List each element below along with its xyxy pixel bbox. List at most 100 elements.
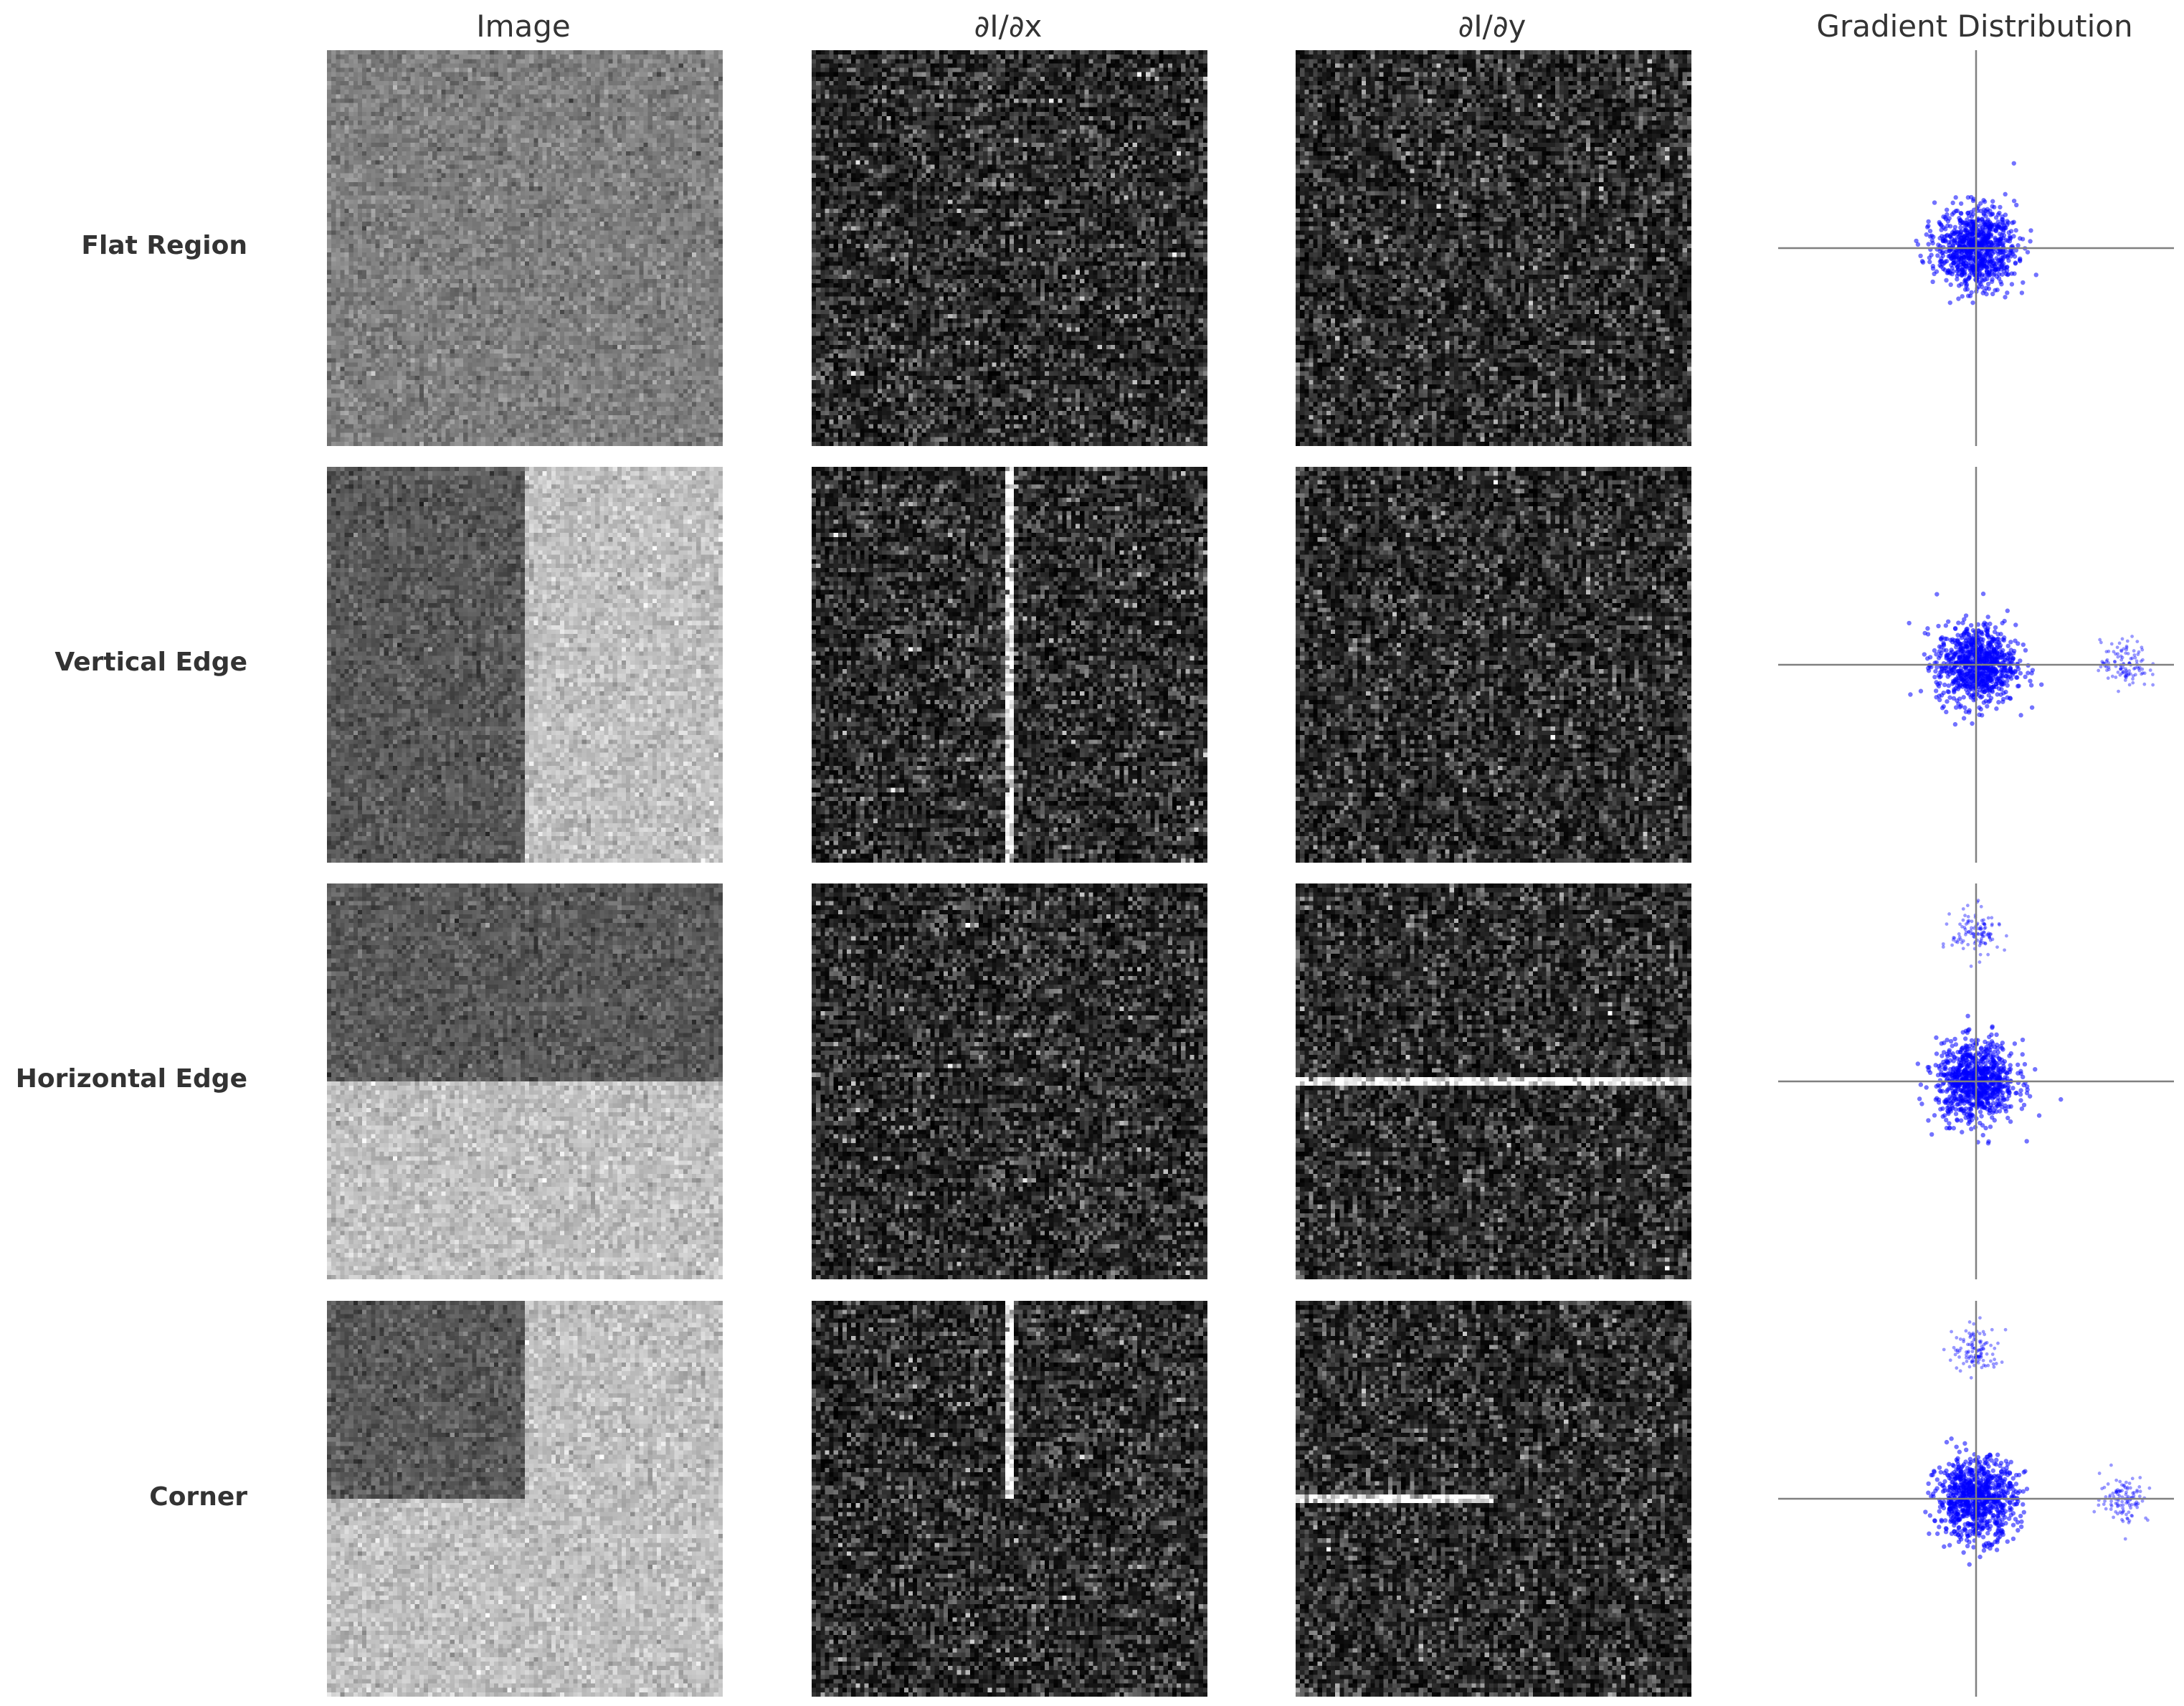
scatter-point <box>1978 940 1983 944</box>
scatter-point <box>1979 1114 1984 1119</box>
scatter-point <box>2016 1062 2021 1067</box>
scatter-point <box>1934 1051 1940 1056</box>
scatter-point <box>1966 919 1970 924</box>
scatter-point <box>2135 1488 2139 1492</box>
scatter-point <box>1967 1331 1971 1335</box>
scatter-point <box>1977 1354 1981 1358</box>
scatter-point <box>2000 1532 2005 1537</box>
scatter-point <box>1934 592 1940 597</box>
scatter-point <box>2016 683 2021 689</box>
dx-panel-flat-region <box>812 50 1207 446</box>
scatter-point <box>1925 656 1930 661</box>
scatter-point <box>1955 1074 1960 1079</box>
scatter-point <box>2119 1503 2122 1507</box>
scatter-point <box>1952 936 1957 940</box>
scatter-point <box>1981 921 1985 926</box>
scatter-point <box>1991 1065 1996 1070</box>
scatter-point <box>2019 1106 2025 1112</box>
row-label-corner: Corner <box>149 1482 247 1512</box>
scatter-point <box>1967 1356 1971 1360</box>
scatter-point <box>2017 257 2023 262</box>
scatter-point <box>1995 267 2000 273</box>
scatter-point <box>2123 1537 2127 1541</box>
scatter-point <box>1967 930 1971 934</box>
scatter-point <box>2010 1536 2016 1542</box>
scatter-point <box>1989 1061 1994 1066</box>
scatter-point <box>1915 242 1921 247</box>
scatter-point <box>2114 1478 2119 1482</box>
scatter-point <box>2118 1479 2122 1484</box>
scatter-point <box>1963 932 1967 937</box>
scatter-point <box>1990 1513 1996 1518</box>
scatter-panel-horizontal-edge <box>1778 883 2174 1279</box>
scatter-point <box>1944 207 1950 212</box>
scatter-point <box>1983 1039 1988 1045</box>
scatter-point <box>1976 229 1981 234</box>
scatter-point <box>1979 257 1984 262</box>
scatter-point <box>1970 1359 1975 1363</box>
scatter-point <box>2139 659 2143 663</box>
dx-panel-vertical-edge <box>812 467 1207 863</box>
scatter-point <box>1971 932 1975 936</box>
scatter-point <box>1934 680 1939 685</box>
scatter-point <box>1965 1013 1970 1019</box>
scatter-point <box>2117 641 2122 645</box>
scatter-point <box>1945 674 1950 679</box>
scatter-point <box>1926 223 1931 229</box>
scatter-point <box>1955 698 1960 703</box>
scatter-point <box>2145 1518 2150 1522</box>
scatter-point <box>1958 210 1963 216</box>
scatter-point <box>1941 214 1946 219</box>
scatter-point <box>2118 1489 2122 1493</box>
scatter-point <box>1941 942 1945 946</box>
scatter-point <box>1985 933 1989 937</box>
scatter-point <box>1964 282 1970 288</box>
scatter-point <box>2122 670 2125 675</box>
scatter-point <box>2124 645 2129 650</box>
scatter-point <box>1986 224 1991 229</box>
scatter-point <box>2099 665 2103 669</box>
scatter-point <box>1929 252 1934 257</box>
scatter-point <box>1969 681 1974 687</box>
scatter-point <box>1989 1542 1994 1548</box>
scatter-point <box>2132 1490 2136 1494</box>
scatter-point <box>1938 1469 1944 1475</box>
scatter-point <box>1989 932 1993 937</box>
dy-panel-vertical-edge <box>1296 467 1691 863</box>
scatter-point <box>2120 1483 2124 1487</box>
scatter-point <box>2104 1495 2108 1499</box>
scatter-point <box>2003 1509 2008 1514</box>
scatter-point <box>1959 668 1964 674</box>
scatter-point <box>1999 682 2005 687</box>
scatter-point <box>1955 1529 1960 1534</box>
scatter-point <box>2001 1479 2007 1484</box>
scatter-point <box>2120 1499 2124 1504</box>
scatter-point <box>1960 1053 1966 1058</box>
scatter-point <box>2116 1512 2119 1516</box>
scatter-point <box>1990 1352 1995 1356</box>
scatter-point <box>1972 1332 1976 1337</box>
scatter-point <box>1994 1032 1999 1038</box>
scatter-point <box>1979 942 1983 946</box>
scatter-point <box>1979 1466 1984 1472</box>
scatter-point <box>2013 1482 2019 1487</box>
scatter-point <box>1942 1072 1947 1077</box>
scatter-point <box>2033 1066 2038 1072</box>
scatter-point <box>1959 1346 1963 1350</box>
scatter-point <box>1957 643 1962 648</box>
scatter-point <box>1997 1109 2003 1114</box>
scatter-point <box>2120 671 2124 676</box>
scatter-point <box>1944 1439 1950 1445</box>
scatter-point <box>2005 1076 2010 1081</box>
scatter-point <box>2133 655 2137 660</box>
scatter-point <box>2008 1063 2013 1068</box>
scatter-point <box>1976 1355 1980 1360</box>
scatter-point <box>2011 648 2017 654</box>
scatter-point <box>2023 674 2028 680</box>
scatter-point <box>2140 648 2145 652</box>
scatter-point <box>1930 1472 1935 1477</box>
scatter-point <box>2123 1486 2127 1490</box>
scatter-point <box>1978 1355 1982 1359</box>
scatter-point <box>1947 1071 1952 1076</box>
scatter-point <box>2018 1068 2023 1074</box>
